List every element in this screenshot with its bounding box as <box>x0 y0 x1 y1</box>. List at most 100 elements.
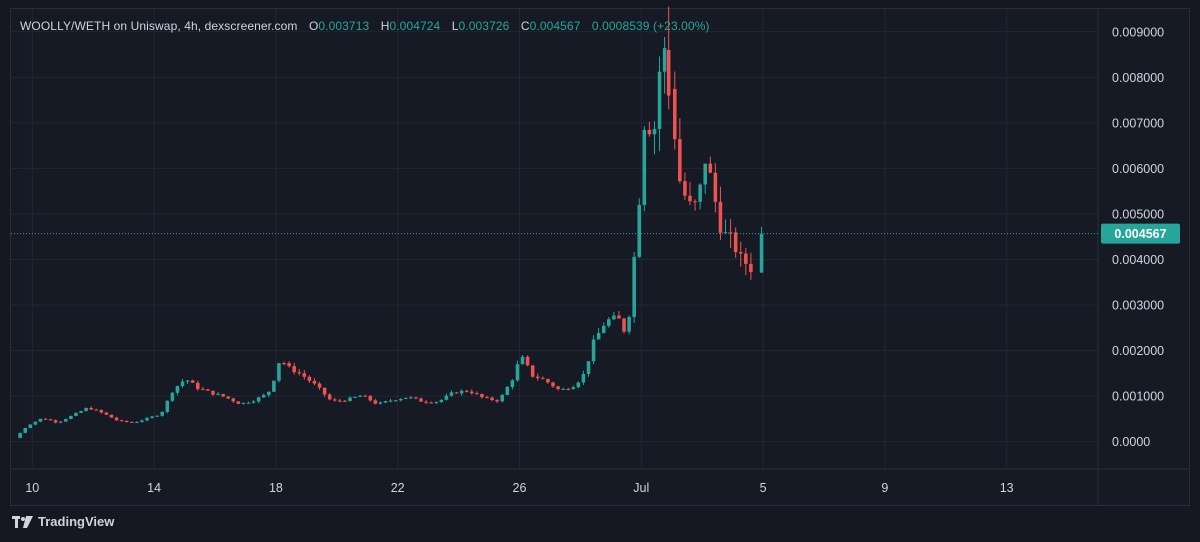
candle-body <box>160 411 165 416</box>
price-tick-label: 0.008000 <box>1112 71 1164 85</box>
price-tick-label: 0.0000 <box>1112 435 1150 449</box>
candle-body <box>130 421 134 423</box>
candle-body <box>429 402 433 404</box>
tradingview-attribution[interactable]: TradingView <box>12 514 114 529</box>
candle-body <box>551 382 555 387</box>
time-tick-label: 14 <box>147 481 161 495</box>
candle-body <box>485 397 489 399</box>
candle-body <box>596 333 601 340</box>
candle-body <box>627 316 631 332</box>
price-tick-label: 0.003000 <box>1112 299 1164 313</box>
chart-frame <box>10 8 1190 506</box>
candle-body <box>759 233 764 273</box>
price-tick-label: 0.005000 <box>1112 207 1164 221</box>
candle-body <box>327 394 332 400</box>
candle-body <box>190 380 195 383</box>
candle-body <box>490 397 494 401</box>
open-value: 0.003713 <box>318 19 370 33</box>
candle-body <box>155 415 159 417</box>
low-value: 0.003726 <box>458 19 510 33</box>
candle-body <box>581 373 586 383</box>
tradingview-logo-icon <box>12 515 33 528</box>
candle-body <box>749 263 753 273</box>
candle-body <box>58 421 63 423</box>
candle-body <box>586 361 591 374</box>
time-tick-label: 10 <box>25 481 39 495</box>
candle-body <box>38 418 43 422</box>
candle-body <box>267 391 271 396</box>
candle-body <box>256 397 261 402</box>
candle-body <box>114 417 119 421</box>
price-tick-label: 0.007000 <box>1112 116 1164 130</box>
candle-body <box>236 401 241 404</box>
candle-body <box>556 386 560 390</box>
time-tick-label: 22 <box>391 481 405 495</box>
candle-body <box>135 421 139 423</box>
candle-body <box>28 424 33 428</box>
candle-body <box>601 325 606 334</box>
candle-body <box>383 401 388 403</box>
time-tick-label: 9 <box>881 481 888 495</box>
candle-body <box>617 315 621 319</box>
time-axis[interactable]: 10 14 18 22 26 Jul 5 9 13 <box>25 481 1013 495</box>
candle-body <box>185 380 190 382</box>
candle-body <box>33 421 38 425</box>
time-tick-label: 5 <box>760 481 767 495</box>
candle-body <box>744 253 748 264</box>
time-tick-label: Jul <box>633 481 649 495</box>
candle-body <box>246 402 251 404</box>
candle-body <box>287 363 291 367</box>
candle-body <box>566 388 570 390</box>
candle-body <box>708 163 713 173</box>
candle-body <box>541 378 545 380</box>
candle-body <box>733 232 738 253</box>
candle-body <box>332 399 337 401</box>
candle-body <box>632 256 636 317</box>
price-tick-label: 0.006000 <box>1112 162 1164 176</box>
close-label: C <box>520 19 530 33</box>
time-tick-label: 26 <box>513 481 527 495</box>
candle-body <box>79 411 83 413</box>
candle-body <box>698 184 702 202</box>
candle-body <box>124 420 129 422</box>
candle-body <box>261 395 266 398</box>
candle-body <box>642 129 647 205</box>
candle-body <box>23 427 27 433</box>
candle-body <box>378 402 383 404</box>
brand-label: TradingView <box>38 514 115 529</box>
candle-body <box>368 395 373 401</box>
candle-body <box>48 419 53 421</box>
candle-body <box>99 409 104 413</box>
pair-title: WOOLLY/WETH on Uniswap, 4h, dexscreener.… <box>20 19 298 33</box>
candle-body <box>226 396 230 399</box>
last-price-line: 0.004567 <box>11 223 1180 244</box>
candle-body <box>515 364 520 381</box>
price-axis[interactable]: 0.0000 0.001000 0.002000 0.003000 0.004000 0.… <box>1112 25 1164 449</box>
candle-body <box>18 432 22 439</box>
ohlc-legend: WOOLLY/WETH on Uniswap, 4h, dexscreener.… <box>20 19 710 33</box>
candle-body <box>505 386 510 396</box>
candle-body <box>591 339 596 362</box>
candle-body <box>622 318 626 332</box>
candle-body <box>576 382 581 388</box>
candle-body <box>414 397 418 399</box>
candle-body <box>464 390 469 392</box>
candle-body <box>201 389 205 391</box>
candle-body <box>74 412 78 416</box>
candle-body <box>145 417 149 421</box>
candle-body <box>434 401 439 403</box>
close-value: 0.004567 <box>529 19 581 33</box>
candle-body <box>373 400 378 404</box>
candle-body <box>358 395 362 397</box>
candle-body <box>89 408 93 410</box>
candle-body <box>571 387 576 390</box>
high-value: 0.004724 <box>389 19 441 33</box>
candle-body <box>231 398 236 402</box>
candle-body <box>693 201 697 203</box>
candle-body <box>475 393 479 395</box>
candle-body <box>393 400 398 402</box>
time-tick-label: 18 <box>269 481 283 495</box>
candle-body <box>343 400 347 402</box>
candle-body <box>302 373 307 377</box>
